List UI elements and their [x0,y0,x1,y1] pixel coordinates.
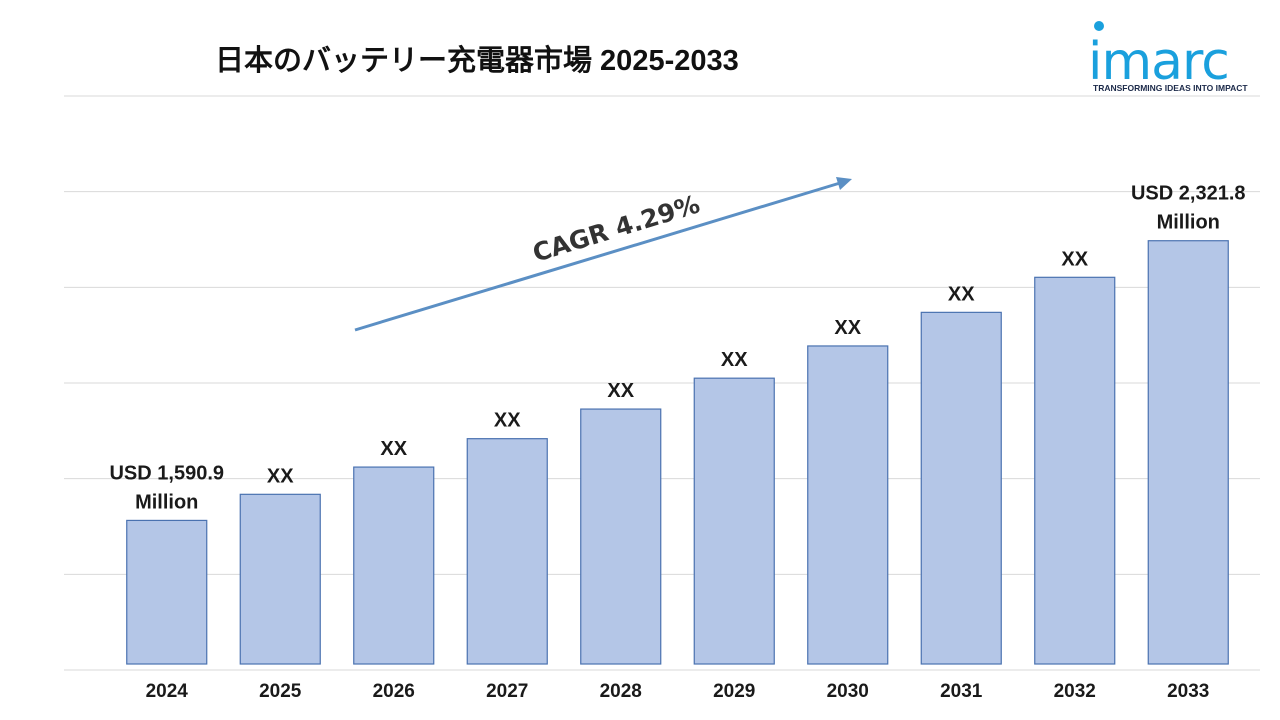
x-tick-2030: 2030 [827,681,869,702]
bar-2033 [1147,240,1229,665]
x-tick-2033: 2033 [1167,681,1209,702]
data-label-2028: XX [607,380,634,402]
x-tick-2029: 2029 [713,681,755,702]
data-label-2024: USD 1,590.9 [109,462,224,484]
x-tick-2028: 2028 [600,681,642,702]
imarc-logo: imarc TRANSFORMING IDEAS INTO IMPACT [1088,21,1248,93]
data-label-2027: XX [494,410,521,432]
cagr-arrow [354,177,852,332]
x-tick-2031: 2031 [940,681,983,702]
bar-2028 [580,408,662,665]
bar-2024 [126,519,208,665]
bar-2032 [1034,276,1116,665]
chart-title: 日本のバッテリー充電器市場 2025-2033 [215,43,739,77]
data-label-2032: XX [1061,248,1088,270]
data-label-2024: Million [135,491,198,513]
bar-2027 [466,438,548,665]
cagr-label: CAGR 4.29% [529,189,703,267]
bar-2029 [693,377,775,665]
logo-tagline: TRANSFORMING IDEAS INTO IMPACT [1093,83,1248,93]
x-tick-2024: 2024 [146,681,189,702]
bar-2030 [807,345,889,665]
logo-wordmark: imarc [1088,32,1229,92]
bar-2026 [353,466,435,665]
data-label-2030: XX [834,317,861,339]
bar-series [126,240,1229,665]
cagr-arrow-line [354,181,841,332]
logo-dot [1094,21,1104,31]
data-labels: USD 1,590.9 Million XX XX XX XX XX XX XX XX USD 2,… [109,183,1245,514]
bar-2025 [239,493,321,665]
data-label-2029: XX [721,349,748,371]
x-tick-2032: 2032 [1054,681,1096,702]
data-label-2026: XX [380,438,407,460]
x-axis-ticks: 2024 2025 2026 2027 2028 2029 2030 2031 2032 2033 [146,681,1210,702]
bar-2031 [920,311,1002,665]
data-label-2033: USD 2,321.8 [1131,183,1246,205]
cagr-arrow-head [836,177,852,190]
x-tick-2027: 2027 [486,681,528,702]
data-label-2031: XX [948,283,975,305]
data-label-2033: Million [1157,212,1220,234]
x-tick-2026: 2026 [373,681,415,702]
data-label-2025: XX [267,465,294,487]
x-tick-2025: 2025 [259,681,302,702]
